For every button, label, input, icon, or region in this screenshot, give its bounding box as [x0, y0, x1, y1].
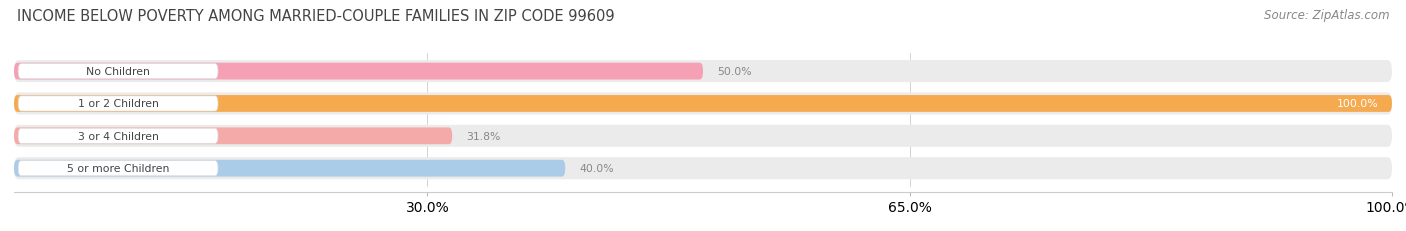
Text: 3 or 4 Children: 3 or 4 Children	[77, 131, 159, 141]
Text: No Children: No Children	[86, 67, 150, 77]
Text: 100.0%: 100.0%	[1337, 99, 1378, 109]
Text: 50.0%: 50.0%	[717, 67, 751, 77]
FancyBboxPatch shape	[18, 64, 218, 79]
FancyBboxPatch shape	[14, 128, 453, 145]
FancyBboxPatch shape	[14, 63, 703, 80]
Text: 31.8%: 31.8%	[465, 131, 501, 141]
FancyBboxPatch shape	[14, 160, 565, 177]
FancyBboxPatch shape	[14, 93, 1392, 115]
FancyBboxPatch shape	[18, 97, 218, 112]
FancyBboxPatch shape	[14, 158, 1392, 179]
FancyBboxPatch shape	[14, 125, 1392, 147]
Text: INCOME BELOW POVERTY AMONG MARRIED-COUPLE FAMILIES IN ZIP CODE 99609: INCOME BELOW POVERTY AMONG MARRIED-COUPL…	[17, 9, 614, 24]
FancyBboxPatch shape	[14, 61, 1392, 83]
Text: 40.0%: 40.0%	[579, 164, 613, 173]
Text: Source: ZipAtlas.com: Source: ZipAtlas.com	[1264, 9, 1389, 22]
Text: 1 or 2 Children: 1 or 2 Children	[77, 99, 159, 109]
FancyBboxPatch shape	[14, 96, 1392, 112]
FancyBboxPatch shape	[18, 129, 218, 144]
FancyBboxPatch shape	[18, 161, 218, 176]
Text: 5 or more Children: 5 or more Children	[67, 164, 169, 173]
